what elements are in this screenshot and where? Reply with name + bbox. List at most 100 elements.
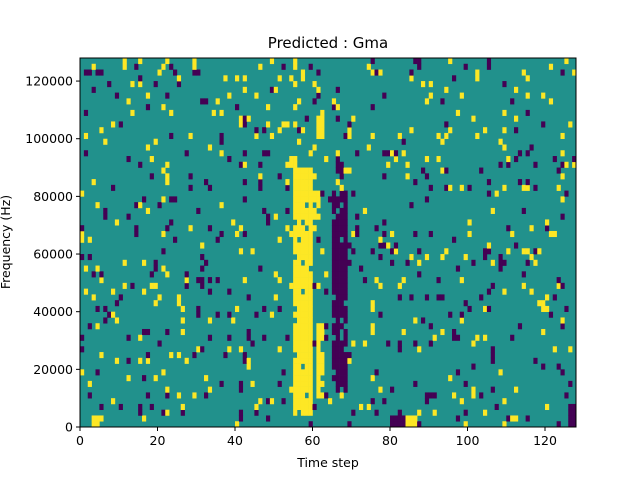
heatmap-cell <box>207 184 213 191</box>
heatmap-cell <box>297 271 302 278</box>
heatmap-cell <box>378 254 383 261</box>
heatmap-cell <box>300 213 306 220</box>
heatmap-cell <box>486 179 492 186</box>
heatmap-cell <box>258 173 263 180</box>
heatmap-cell <box>262 334 267 341</box>
heatmap-cell <box>529 144 534 151</box>
heatmap-cell <box>521 207 526 214</box>
heatmap-cell <box>405 421 410 428</box>
heatmap-cell <box>308 334 313 341</box>
heatmap-cell <box>300 340 306 347</box>
heatmap-cell <box>552 346 557 353</box>
heatmap-cell <box>498 138 503 145</box>
heatmap-cell <box>130 109 135 116</box>
heatmap-cell <box>339 167 344 174</box>
heatmap-cell <box>300 179 306 186</box>
heatmap-cell <box>180 305 185 312</box>
heatmap-cell <box>335 254 340 261</box>
heatmap-cell <box>308 179 313 186</box>
heatmap-cell <box>448 311 453 318</box>
heatmap-cell <box>169 109 174 116</box>
heatmap-cell <box>564 161 569 168</box>
heatmap-cell <box>312 190 317 197</box>
heatmap-cell <box>184 357 189 364</box>
heatmap-cell <box>126 334 131 341</box>
heatmap-cell <box>339 230 344 238</box>
heatmap-cell <box>266 415 271 422</box>
heatmap-cell <box>339 346 344 353</box>
heatmap-cell <box>246 363 251 370</box>
heatmap-cell <box>335 346 340 353</box>
heatmap-cell <box>153 300 158 307</box>
heatmap-cell <box>347 242 352 249</box>
heatmap-cell <box>114 92 120 99</box>
heatmap-cell <box>304 277 309 284</box>
heatmap-cell <box>297 392 302 399</box>
heatmap-cell <box>266 150 271 157</box>
heatmap-cell <box>107 81 112 88</box>
y-tick-label: 0 <box>65 420 73 435</box>
heatmap-cell <box>382 398 387 405</box>
heatmap-cell <box>293 340 298 347</box>
heatmap-cell <box>343 369 348 376</box>
heatmap-cell <box>138 334 143 341</box>
heatmap-cell <box>176 294 182 301</box>
y-axis-label: Frequency (Hz) <box>0 195 13 289</box>
heatmap-cell <box>444 184 449 191</box>
heatmap-cell <box>339 161 344 168</box>
heatmap-cell <box>343 317 348 324</box>
heatmap-cell <box>293 242 298 249</box>
heatmap-cell <box>486 242 492 249</box>
heatmap-cell <box>223 352 228 359</box>
heatmap-cell <box>266 398 271 405</box>
heatmap-cell <box>246 334 251 341</box>
heatmap-cell <box>300 277 306 284</box>
heatmap-cell <box>246 115 251 122</box>
heatmap-cell <box>91 86 96 93</box>
heatmap-cell <box>533 357 538 364</box>
heatmap-cell <box>308 392 313 399</box>
heatmap-cell <box>207 288 213 295</box>
heatmap-cell <box>308 421 313 428</box>
heatmap-cell <box>386 340 391 347</box>
heatmap-cell <box>300 294 306 301</box>
heatmap-cell <box>293 121 298 128</box>
heatmap-cell <box>200 98 205 105</box>
heatmap-cell <box>471 340 476 347</box>
heatmap-cell <box>390 415 395 422</box>
heatmap-cell <box>293 392 298 399</box>
heatmap-cell <box>300 167 306 174</box>
heatmap-cell <box>440 167 445 174</box>
heatmap-cell <box>258 179 263 186</box>
heatmap-cell <box>335 369 340 376</box>
heatmap-cell <box>343 311 348 318</box>
heatmap-cell <box>556 421 561 428</box>
heatmap-cell <box>242 179 247 186</box>
heatmap-cell <box>541 328 546 336</box>
heatmap-cell <box>126 375 131 382</box>
heatmap-cell <box>331 248 337 255</box>
heatmap-cell <box>80 369 85 376</box>
heatmap-cell <box>304 328 309 336</box>
heatmap-cell <box>390 230 395 238</box>
heatmap-cell <box>231 219 236 226</box>
heatmap-cell <box>343 352 348 359</box>
heatmap-cell <box>390 259 395 266</box>
heatmap-cell <box>316 196 321 203</box>
heatmap-cell <box>293 230 298 238</box>
heatmap-cell <box>196 311 201 318</box>
heatmap-cell <box>165 92 170 99</box>
heatmap-cell <box>250 340 255 347</box>
heatmap-cell <box>316 213 321 220</box>
heatmap-cell <box>316 346 321 353</box>
heatmap-cell <box>560 323 565 330</box>
heatmap-cell <box>335 323 340 330</box>
heatmap-cell <box>204 179 209 186</box>
heatmap-cell <box>273 86 278 93</box>
heatmap-cell <box>304 190 309 197</box>
heatmap-cell <box>424 398 430 405</box>
heatmap-cell <box>455 265 461 272</box>
heatmap-cell <box>521 184 526 191</box>
heatmap-cell <box>316 357 321 364</box>
heatmap-cell <box>293 271 298 278</box>
